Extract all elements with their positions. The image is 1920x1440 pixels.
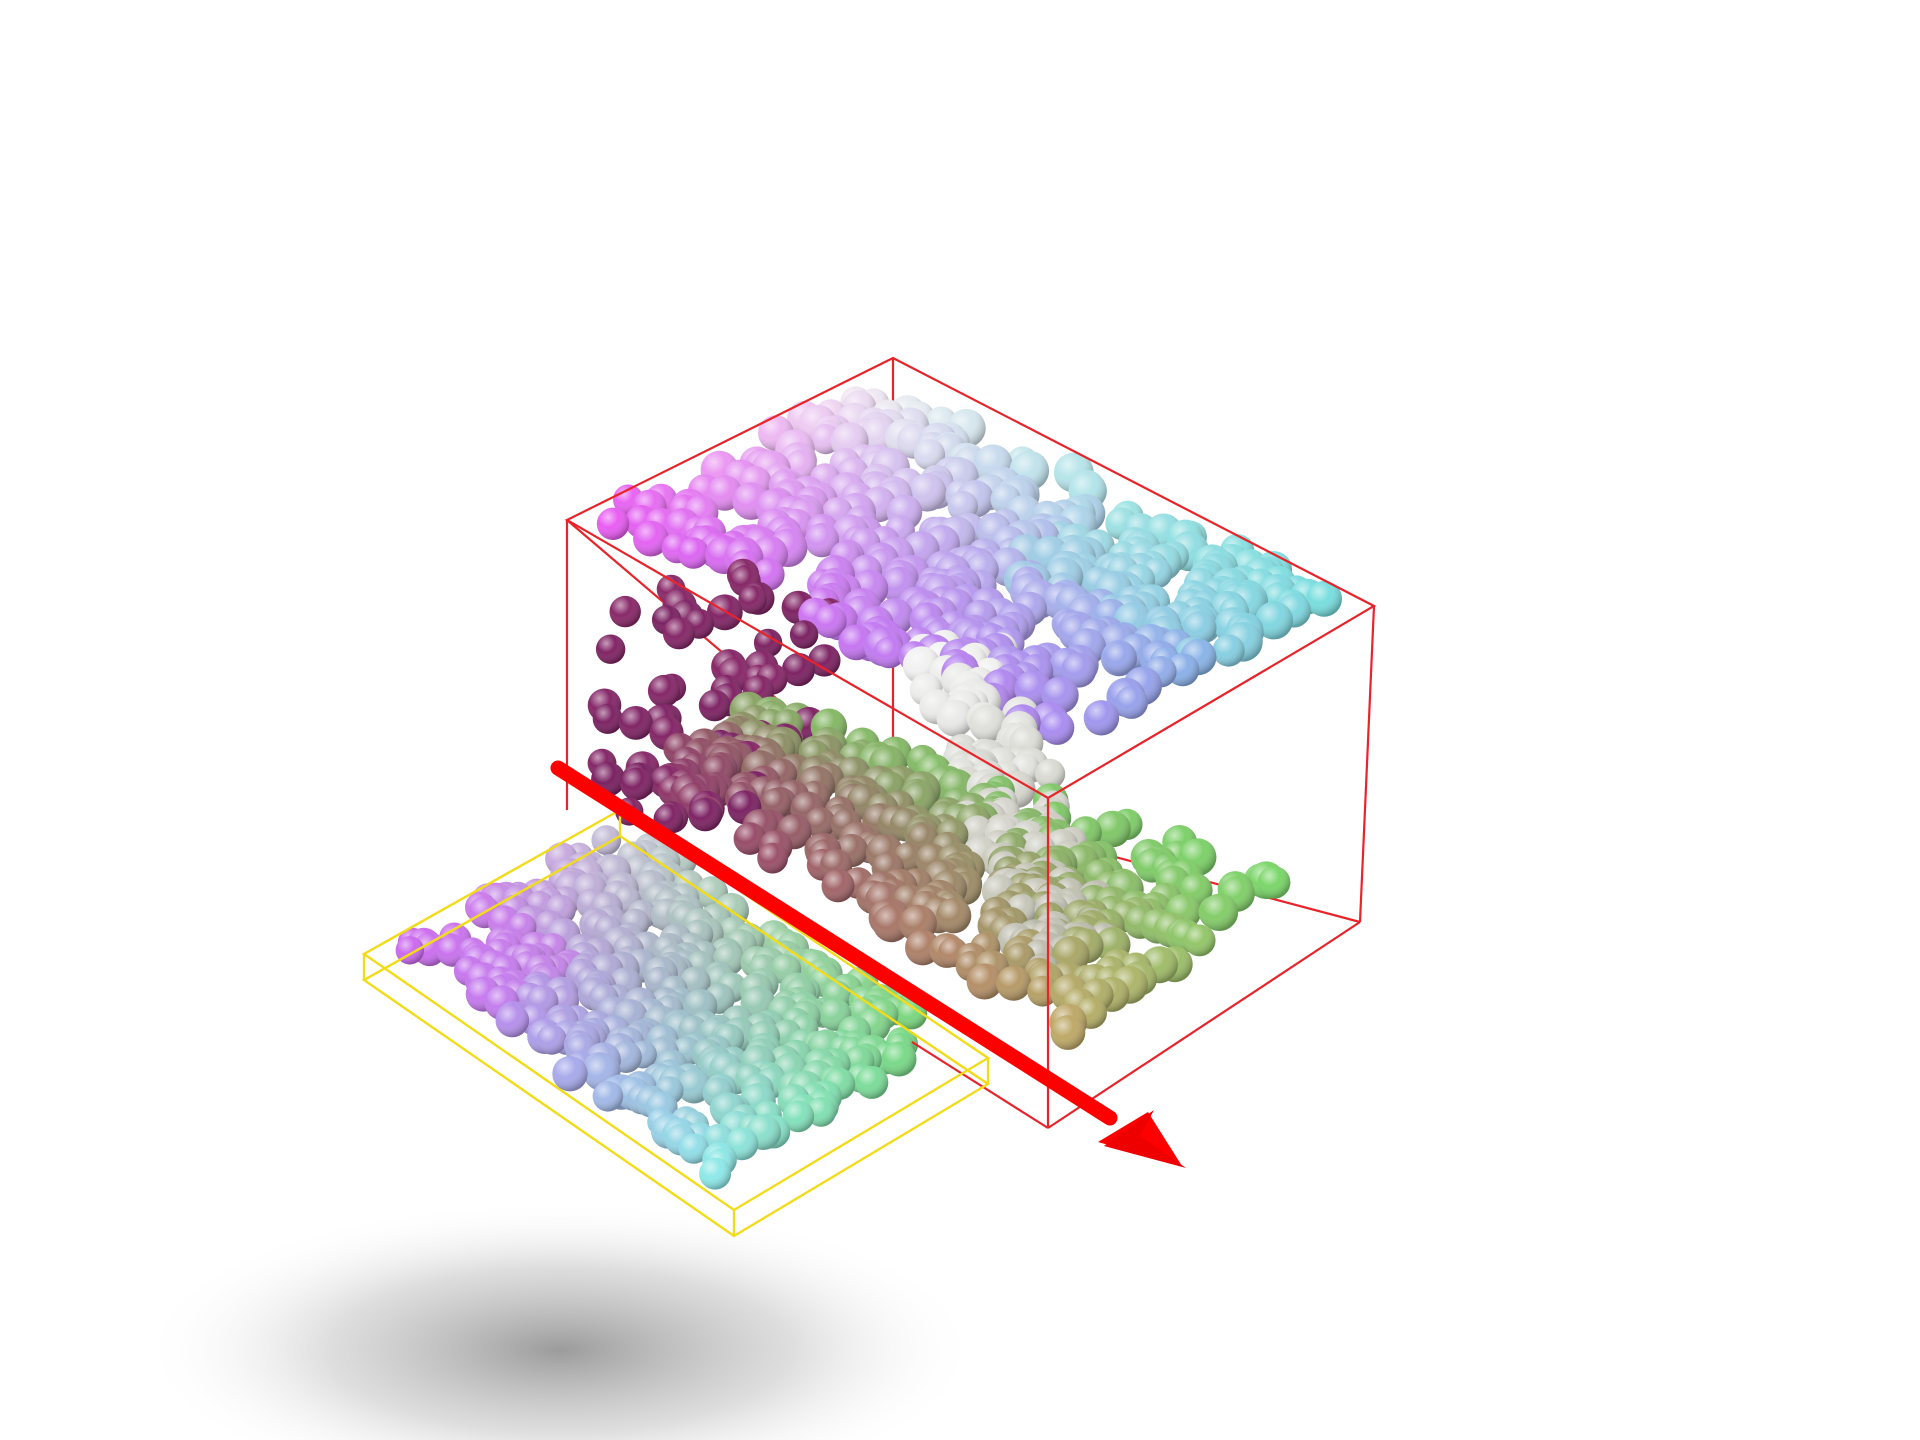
sphere-shading — [821, 869, 855, 903]
sphere-shading — [969, 704, 1007, 742]
sphere-shading — [688, 797, 722, 832]
sphere-shading — [1255, 601, 1293, 640]
sphere-shading — [495, 1003, 530, 1038]
sphere-shading — [789, 620, 819, 649]
direction-arrow-icon — [550, 760, 1186, 1168]
sphere-shading — [804, 522, 840, 558]
sphere-shading — [753, 628, 783, 658]
sphere-shading — [552, 1056, 588, 1092]
sphere-shading — [1183, 924, 1216, 957]
sphere-shading — [647, 674, 681, 708]
sphere-shading — [609, 595, 641, 628]
sphere-shading — [1306, 580, 1342, 617]
sphere-shading — [966, 963, 1003, 1000]
sphere-shading — [782, 1100, 815, 1133]
sphere-shading — [996, 965, 1032, 1001]
sphere-shading — [881, 1041, 917, 1077]
sphere-shading — [808, 644, 841, 677]
yellow-slab-wireframe — [361, 808, 991, 1238]
sphere-shading — [1257, 866, 1291, 899]
sphere-shading — [618, 706, 653, 740]
sphere-shading — [813, 604, 847, 639]
sphere-shading — [1182, 611, 1217, 646]
sphere-shading — [935, 898, 972, 934]
sphere-shading — [913, 439, 946, 471]
sphere-shading — [536, 1024, 567, 1055]
sphere-shading — [1061, 652, 1097, 688]
sphere-shading — [855, 1065, 889, 1099]
sphere-shading — [804, 807, 836, 838]
sphere-shading — [1212, 634, 1245, 667]
sphere-shading — [1200, 893, 1239, 931]
sphere-shading — [1103, 641, 1137, 675]
sphere-shading — [872, 904, 911, 943]
sphere-shading — [1083, 700, 1120, 736]
sphere-shading — [436, 935, 468, 967]
sphere-shading — [592, 1081, 624, 1112]
sphere-shading — [592, 703, 623, 734]
red-box-wireframe — [564, 356, 1377, 1129]
sphere-shading — [678, 1133, 709, 1164]
sphere-shading — [1027, 975, 1059, 1007]
sphere-shading — [620, 767, 653, 801]
sphere-shading — [873, 636, 905, 669]
sphere-shading — [595, 634, 626, 664]
floor-shadow — [140, 1200, 980, 1440]
sphere-shading — [1040, 710, 1075, 745]
sphere-shading — [1035, 758, 1066, 790]
sphere-shading — [699, 1157, 732, 1190]
sphere-shading — [936, 699, 974, 737]
sphere-cluster — [395, 386, 1342, 1190]
sphere-shading — [596, 507, 630, 540]
sphere-shading — [1094, 810, 1131, 848]
sphere-shading — [757, 842, 788, 874]
sphere-shading — [1115, 685, 1148, 719]
sphere-shading — [633, 520, 669, 557]
sphere-shading — [698, 689, 731, 722]
sphere-shading — [1050, 1015, 1086, 1050]
sphere-shading — [738, 585, 767, 614]
sphere-shading — [677, 537, 710, 569]
sphere-shading — [781, 652, 816, 687]
sphere-shading — [662, 617, 696, 650]
sphere-shading — [733, 822, 767, 855]
